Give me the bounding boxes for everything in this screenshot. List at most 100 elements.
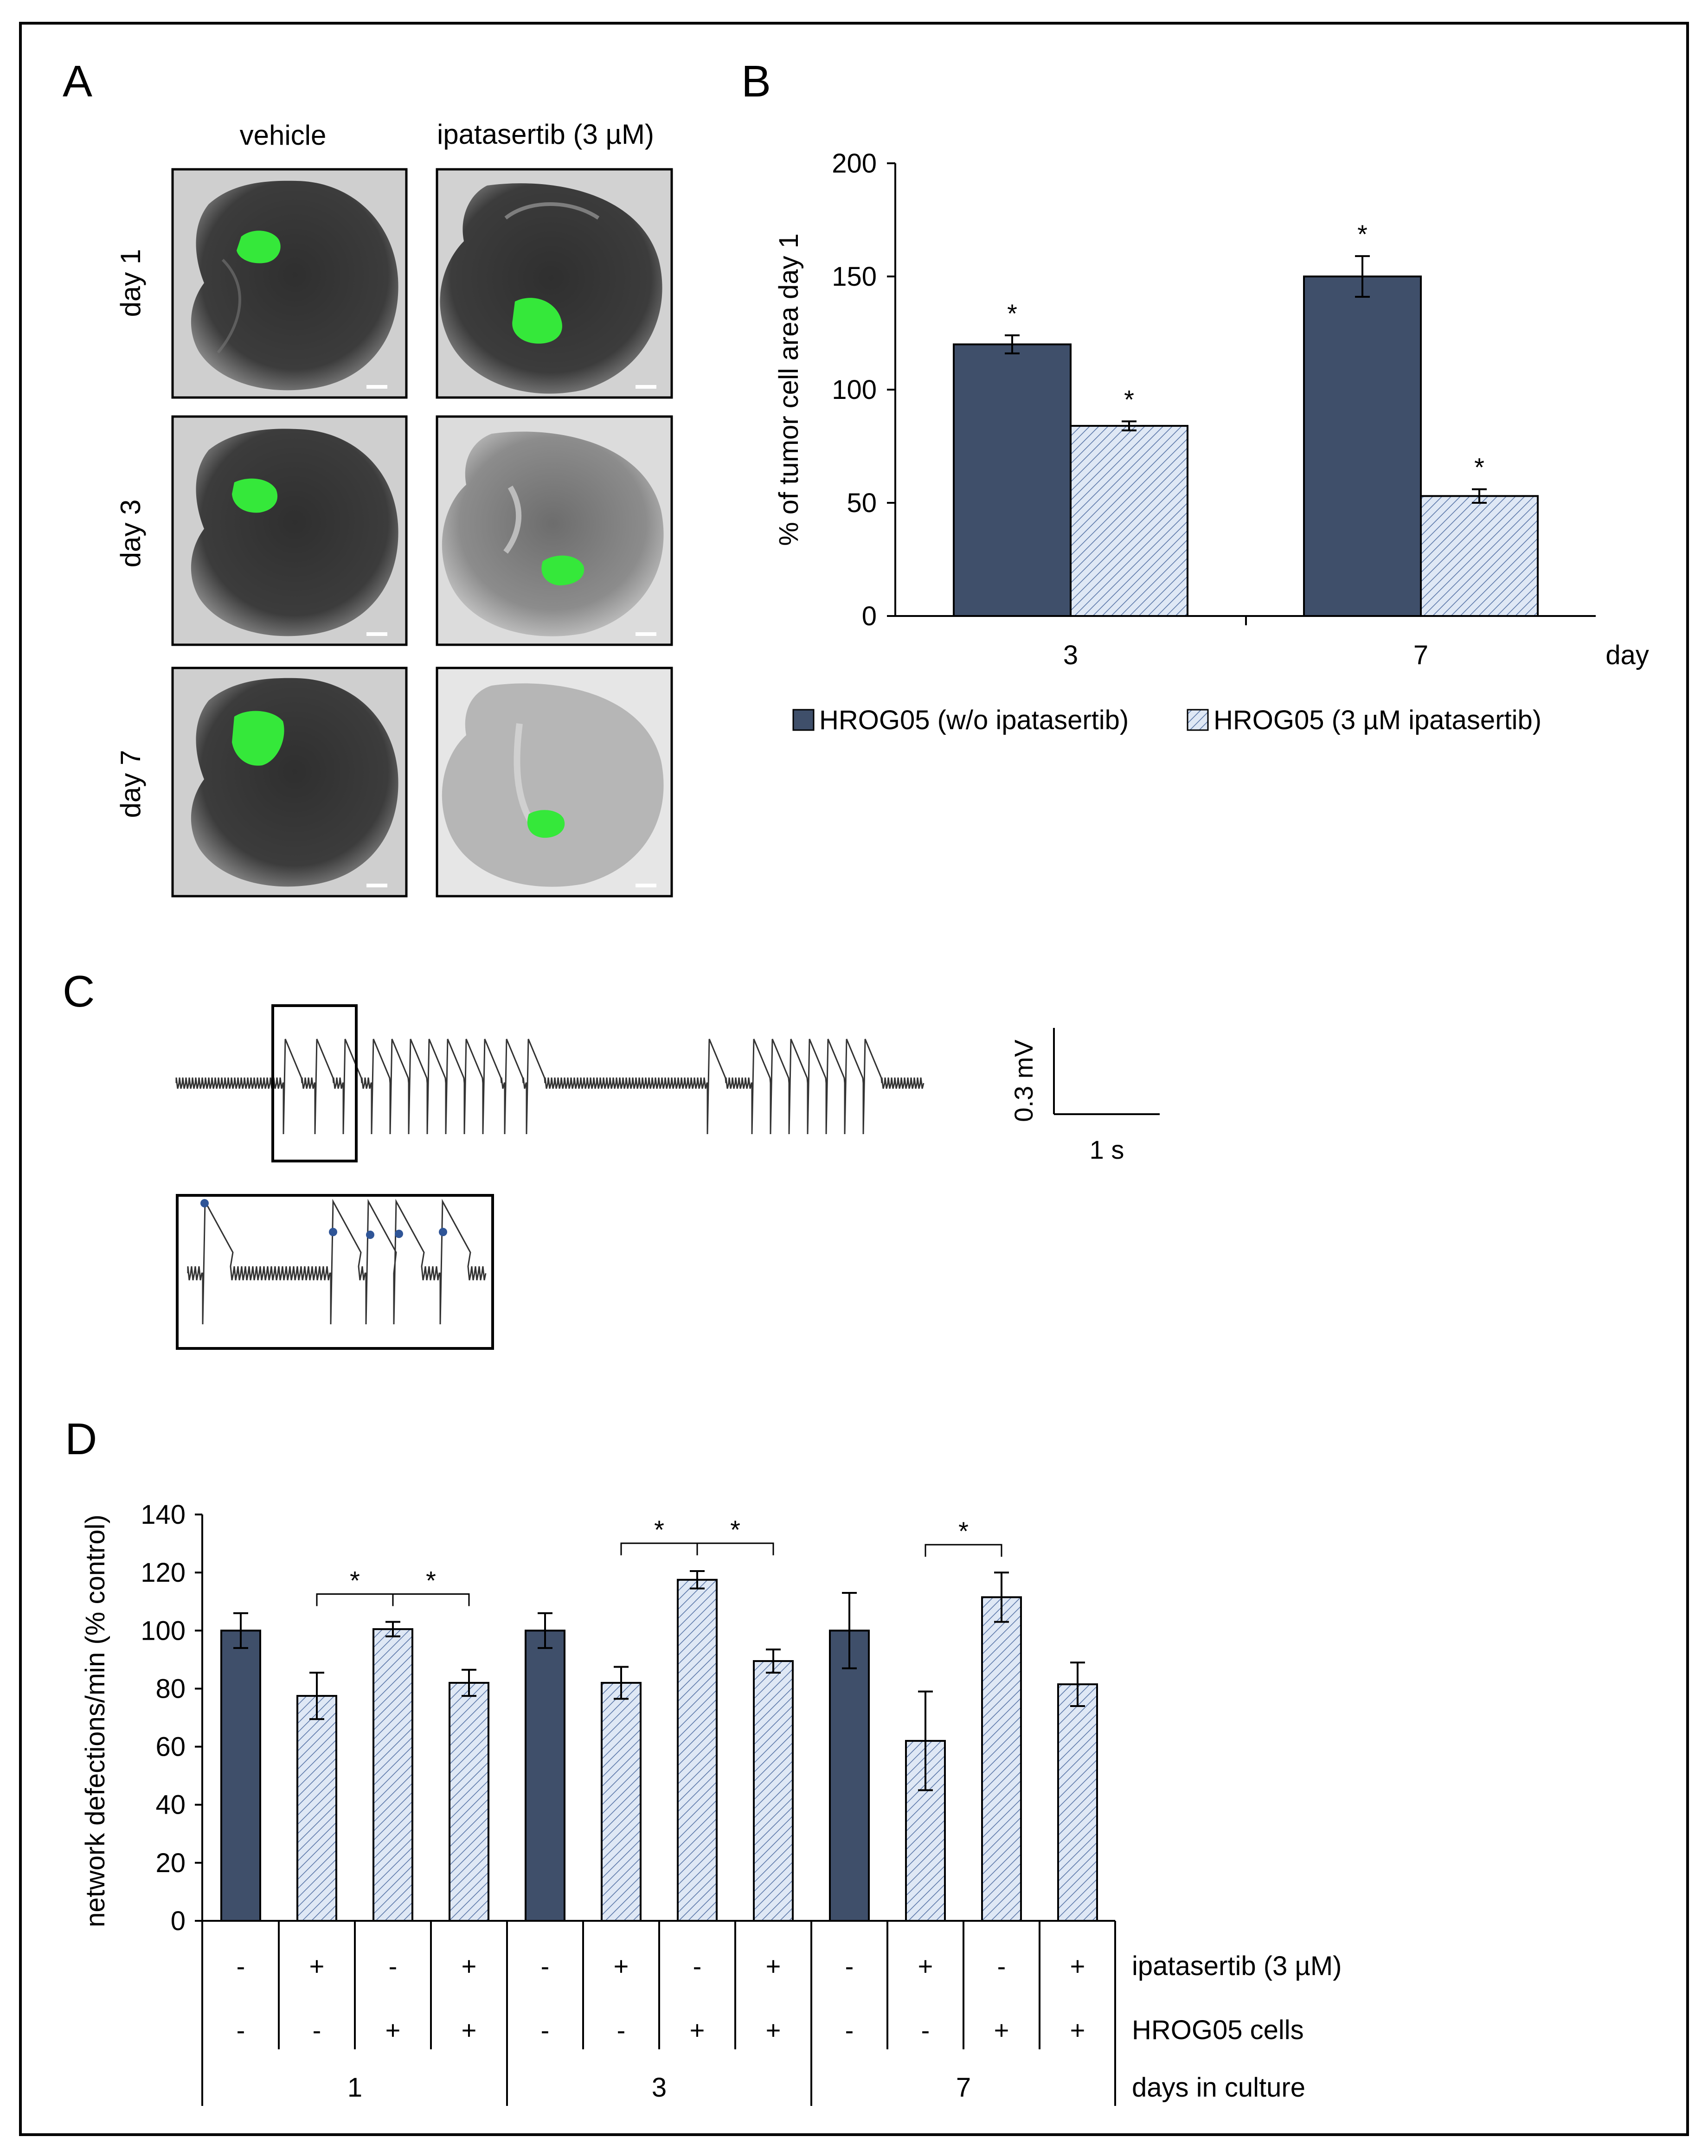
- tumor-fluorescence: [232, 711, 284, 766]
- error-bar: [614, 1666, 629, 1700]
- panel-d-letter: D: [65, 1414, 97, 1464]
- tumor-fluorescence: [232, 478, 278, 513]
- error-bar: [1070, 1662, 1085, 1707]
- micrograph-day3-ipatasertib: [436, 415, 673, 646]
- panel-b-chart: B 0 50 100 150 200 % of tumor cell area day 1…: [741, 57, 1649, 735]
- ipatasertib-sign: +: [309, 1951, 325, 1981]
- y-tick-label: 100: [141, 1616, 186, 1646]
- panel-a-letter: A: [63, 57, 92, 106]
- bar-4: [449, 1681, 489, 1922]
- micrograph-day1-ipatasertib: [436, 168, 673, 399]
- y-tick-label: 60: [155, 1732, 186, 1762]
- error-bar: [842, 1591, 857, 1669]
- significance-star: *: [1124, 385, 1134, 414]
- y-tick-label: 200: [832, 148, 877, 179]
- ipatasertib-sign: -: [997, 1951, 1006, 1981]
- bar-vehicle-day3: [953, 343, 1072, 617]
- ipatasertib-sign: +: [462, 1951, 477, 1981]
- micrograph-day3-vehicle: [171, 415, 408, 646]
- significance-star: *: [730, 1515, 740, 1544]
- ipatasertib-sign: -: [845, 1951, 854, 1981]
- panel-c: C 0.3 mV 1 s: [63, 967, 1160, 1350]
- significance-star: *: [654, 1515, 664, 1544]
- cells-sign: +: [385, 2015, 401, 2045]
- category-label: 7: [1413, 640, 1428, 670]
- y-axis-label: network defections/min (% control): [80, 1514, 110, 1927]
- cells-sign: -: [921, 2015, 930, 2045]
- bar-3: [372, 1628, 413, 1922]
- significance-star: *: [350, 1566, 360, 1595]
- cells-sign: -: [617, 2015, 626, 2045]
- error-bar: [538, 1612, 552, 1649]
- ipatasertib-sign: +: [614, 1951, 629, 1981]
- y-tick-label: 0: [171, 1906, 186, 1936]
- bar-ipatasertib-day3: [1070, 425, 1188, 617]
- tumor-fluorescence: [541, 555, 584, 585]
- ipatasertib-sign: -: [389, 1951, 398, 1981]
- panel-d-chart: D 0 20 40 60 80 100 120 140 network defections/m…: [65, 1414, 1342, 2106]
- significance-star: *: [1474, 453, 1484, 482]
- row-label-days: days in culture: [1132, 2073, 1305, 2103]
- bar-12: [1057, 1683, 1098, 1922]
- inset-box: [176, 1194, 494, 1350]
- panel-c-letter: C: [63, 967, 95, 1016]
- panel-a: A vehicle ipatasertib (3 µM) day 1 day 3…: [63, 57, 673, 898]
- error-bar: [233, 1612, 248, 1649]
- ipatasertib-sign: -: [541, 1951, 550, 1981]
- scale-time-label: 1 s: [1090, 1135, 1124, 1164]
- legend-swatch: [792, 709, 815, 731]
- event-marker-dot: [366, 1231, 374, 1239]
- recording-trace: [175, 1039, 925, 1135]
- y-tick-label: 120: [141, 1558, 186, 1588]
- cells-sign: +: [462, 2015, 477, 2045]
- panel-b-letter: B: [741, 57, 771, 106]
- scale-voltage-label: 0.3 mV: [1009, 1040, 1038, 1122]
- bar-ipatasertib-day7: [1420, 495, 1539, 617]
- bar-7: [677, 1578, 718, 1922]
- ipatasertib-sign: +: [766, 1951, 781, 1981]
- significance-bracket: [696, 1542, 774, 1556]
- cells-sign: -: [541, 2015, 550, 2045]
- significance-star: *: [1357, 219, 1368, 249]
- cells-sign: -: [237, 2015, 245, 2045]
- bar-1: [220, 1630, 261, 1922]
- error-bar: [462, 1668, 476, 1697]
- y-tick-label: 50: [847, 488, 877, 518]
- row-label-day3: day 3: [115, 500, 146, 568]
- day-group-label: 1: [347, 2073, 362, 2103]
- cells-sign: +: [994, 2015, 1009, 2045]
- day-group-label: 7: [956, 2073, 971, 2103]
- bar-9: [829, 1630, 870, 1922]
- cells-sign: +: [766, 2015, 781, 2045]
- significance-star: *: [1007, 299, 1017, 328]
- error-bar: [1122, 420, 1137, 431]
- zoom-box: [271, 1004, 358, 1162]
- y-tick-label: 140: [141, 1500, 186, 1530]
- error-bar: [766, 1648, 781, 1674]
- row-label-day1: day 1: [115, 249, 146, 317]
- error-bar: [1355, 255, 1370, 298]
- error-bar: [994, 1572, 1009, 1623]
- cells-sign: +: [690, 2015, 705, 2045]
- error-bar: [918, 1690, 933, 1791]
- col-label-vehicle: vehicle: [240, 120, 327, 151]
- cells-sign: -: [845, 2015, 854, 2045]
- error-bar: [1005, 334, 1020, 354]
- cells-sign: -: [313, 2015, 321, 2045]
- tumor-fluorescence: [527, 810, 565, 838]
- y-tick-label: 150: [832, 262, 877, 292]
- ipatasertib-sign: -: [693, 1951, 702, 1981]
- significance-bracket: [392, 1593, 470, 1606]
- row-label-cells: HROG05 cells: [1132, 2015, 1304, 2045]
- y-tick-label: 0: [862, 601, 877, 631]
- tumor-fluorescence: [237, 231, 281, 263]
- cells-sign: +: [1070, 2015, 1085, 2045]
- inset-trace: [187, 1199, 487, 1325]
- error-bar: [690, 1570, 705, 1590]
- bar-vehicle-day7: [1303, 276, 1422, 617]
- y-axis-label: % of tumor cell area day 1: [774, 233, 804, 546]
- tumor-fluorescence: [512, 298, 562, 344]
- significance-bracket: [925, 1544, 1002, 1557]
- error-bar: [385, 1621, 400, 1637]
